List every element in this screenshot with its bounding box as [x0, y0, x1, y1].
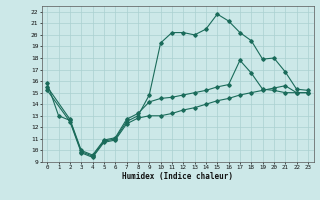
- X-axis label: Humidex (Indice chaleur): Humidex (Indice chaleur): [122, 172, 233, 181]
